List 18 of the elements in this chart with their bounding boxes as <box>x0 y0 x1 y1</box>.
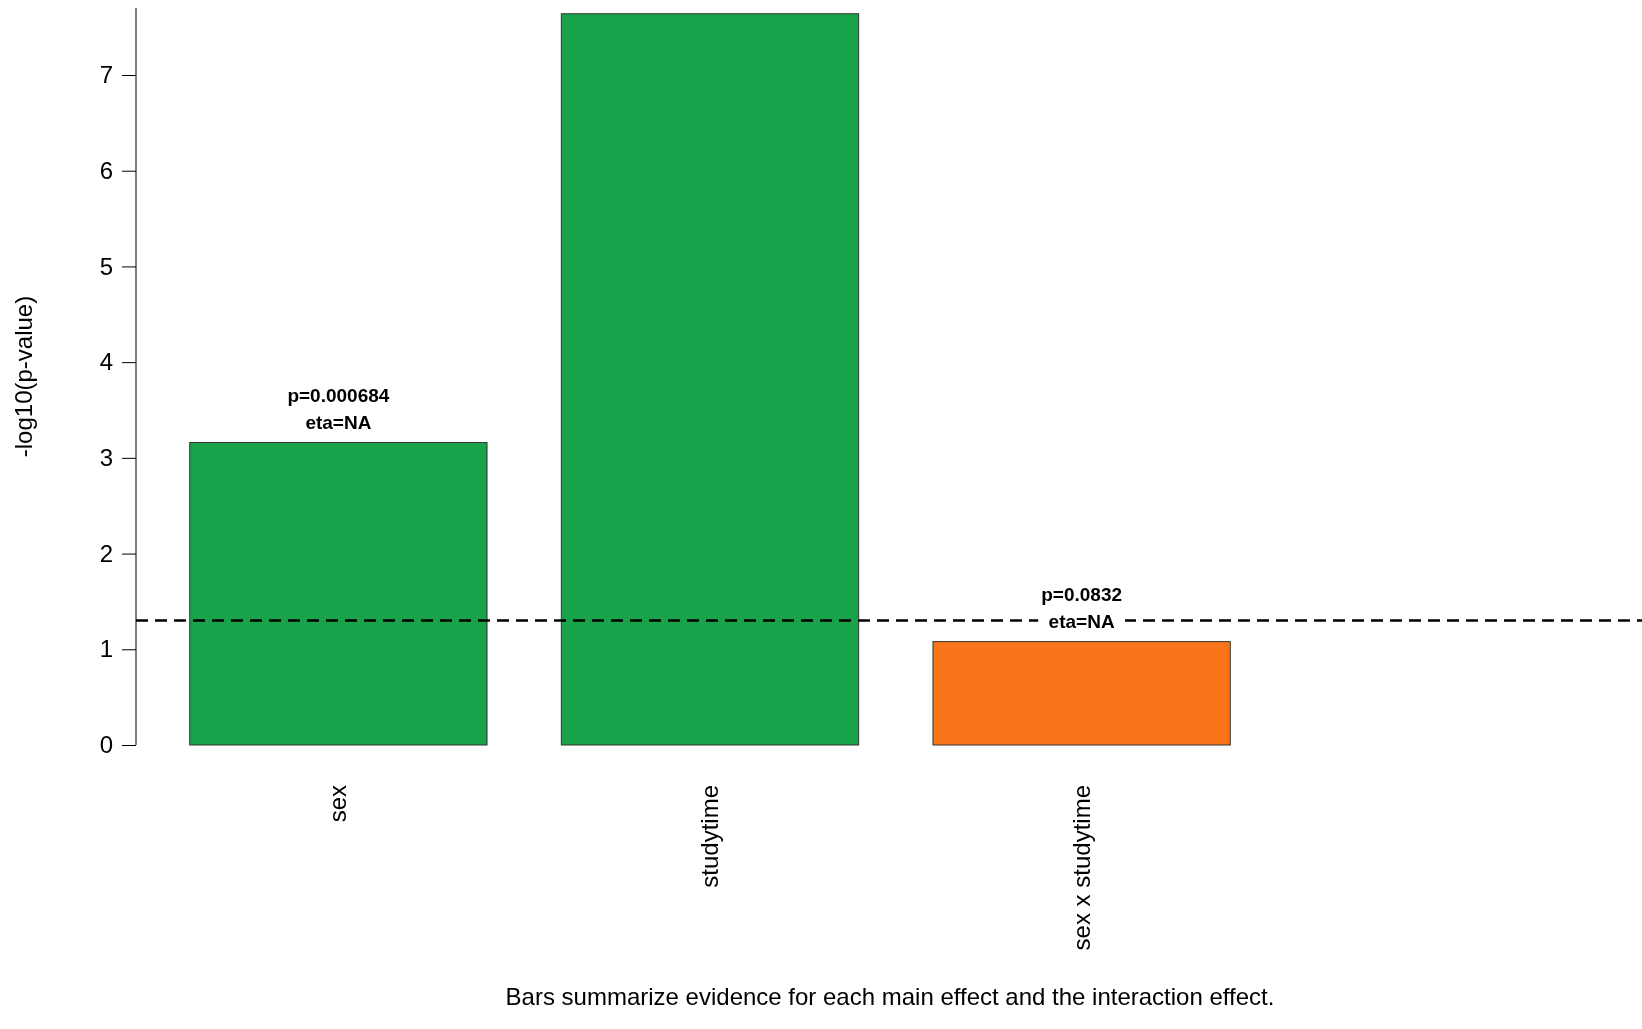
text: Bars summarize evidence for each main effect and the interaction effect. <box>505 983 1275 1010</box>
annotation: p=0.0832 eta=NA <box>1041 583 1123 632</box>
bar <box>932 641 1231 746</box>
x-tick-label: sex <box>324 785 352 823</box>
x-tick-label: studytime <box>696 785 723 888</box>
annotation: p=0.000684 eta=NA <box>287 384 390 433</box>
bar <box>560 13 860 746</box>
y-tick-label: 0 <box>99 731 113 759</box>
bar <box>189 442 488 746</box>
y-tick-label: 7 <box>99 61 113 89</box>
y-tick-label: 4 <box>99 348 113 376</box>
y-tick-label: 5 <box>99 252 113 280</box>
y-tick-label: 6 <box>99 156 113 184</box>
y-tick-label: 1 <box>99 635 113 663</box>
x-tick-label: sex x studytime <box>1067 785 1095 951</box>
y-tick-label: 3 <box>99 444 113 472</box>
y-axis-title: -log10(p-value) <box>10 295 37 458</box>
y-tick-label: 2 <box>99 539 113 567</box>
